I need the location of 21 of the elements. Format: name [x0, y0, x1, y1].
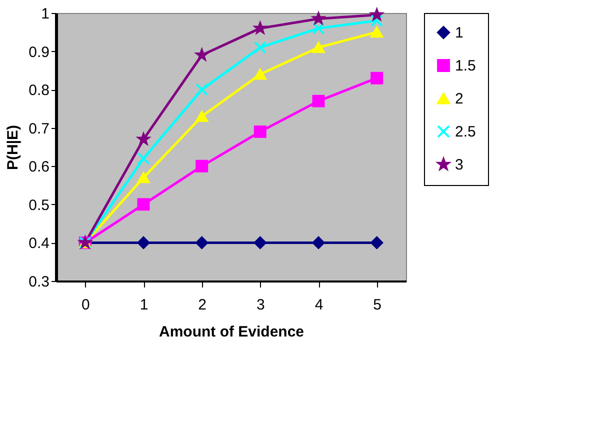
y-tick-label: 0.4	[28, 235, 50, 252]
x-tick-label: 2	[198, 296, 207, 314]
legend-label: 3	[455, 156, 464, 174]
y-tick-label: 0.5	[28, 196, 50, 214]
y-tick-label: 1	[41, 6, 50, 22]
x-tick-label: 5	[373, 296, 382, 314]
y-tick-label: 0.3	[28, 274, 50, 290]
y-tick-label: 0.8	[28, 82, 50, 100]
y-axis-title: P(H|E)	[4, 124, 22, 170]
y-tick-label: 0.9	[28, 44, 50, 61]
x-axis-title: Amount of Evidence	[158, 324, 304, 340]
legend-label: 1	[455, 24, 464, 42]
x-tick-label: 4	[314, 296, 324, 314]
y-tick-label: 0.7	[28, 120, 50, 138]
x-tick-label: 0	[81, 296, 90, 314]
x-tick-label: 1	[140, 296, 148, 314]
legend-label: 2.5	[455, 124, 476, 140]
legend-label: 1.5	[455, 58, 476, 74]
y-tick-label: 0.6	[28, 158, 50, 176]
legend-label: 2	[455, 90, 464, 108]
x-tick-label: 3	[256, 296, 265, 314]
